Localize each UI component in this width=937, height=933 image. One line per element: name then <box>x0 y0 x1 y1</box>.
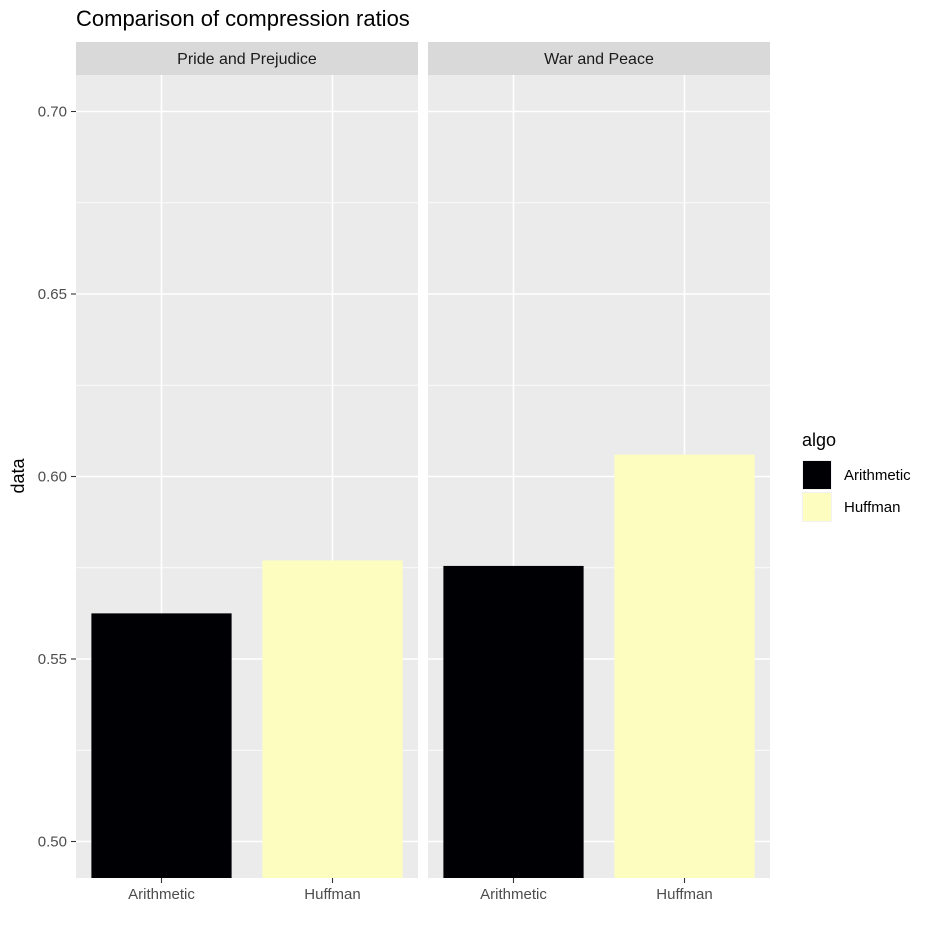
facet-strip <box>428 42 770 75</box>
bar-arithmetic <box>91 613 232 878</box>
legend-label: Arithmetic <box>844 467 911 484</box>
x-tick-label: Huffman <box>304 886 360 903</box>
legend-title: algo <box>802 430 836 450</box>
bar-huffman <box>614 454 755 878</box>
y-axis-title: data <box>8 458 28 494</box>
legend: algo Arithmetic Huffman <box>802 430 911 522</box>
facet-strip-label: Pride and Prejudice <box>177 51 317 68</box>
y-tick-label: 0.55 <box>38 651 67 668</box>
y-tick-label: 0.50 <box>38 834 67 851</box>
legend-label: Huffman <box>844 499 900 516</box>
facet-panel: Pride and Prejudice Arithmetic Huffman <box>76 42 418 903</box>
bar-arithmetic <box>443 565 584 878</box>
legend-swatch <box>803 461 831 489</box>
facet-strip-label: War and Peace <box>544 51 654 68</box>
facet-strip <box>76 42 418 75</box>
x-tick-label: Arithmetic <box>480 886 547 903</box>
y-tick-label: 0.60 <box>38 469 67 486</box>
chart-title: Comparison of compression ratios <box>76 6 410 31</box>
x-tick-label: Arithmetic <box>128 886 195 903</box>
legend-item: Arithmetic <box>802 460 911 490</box>
legend-swatch <box>803 493 831 521</box>
y-tick-label: 0.65 <box>38 286 67 303</box>
facet-panel: War and Peace Arithmetic Huffman <box>428 42 770 903</box>
x-tick-label: Huffman <box>656 886 712 903</box>
y-tick-label: 0.70 <box>38 104 67 121</box>
bar-huffman <box>262 560 403 878</box>
legend-item: Huffman <box>802 492 900 522</box>
y-axis: 0.50 0.55 0.60 0.65 0.70 <box>38 104 76 851</box>
